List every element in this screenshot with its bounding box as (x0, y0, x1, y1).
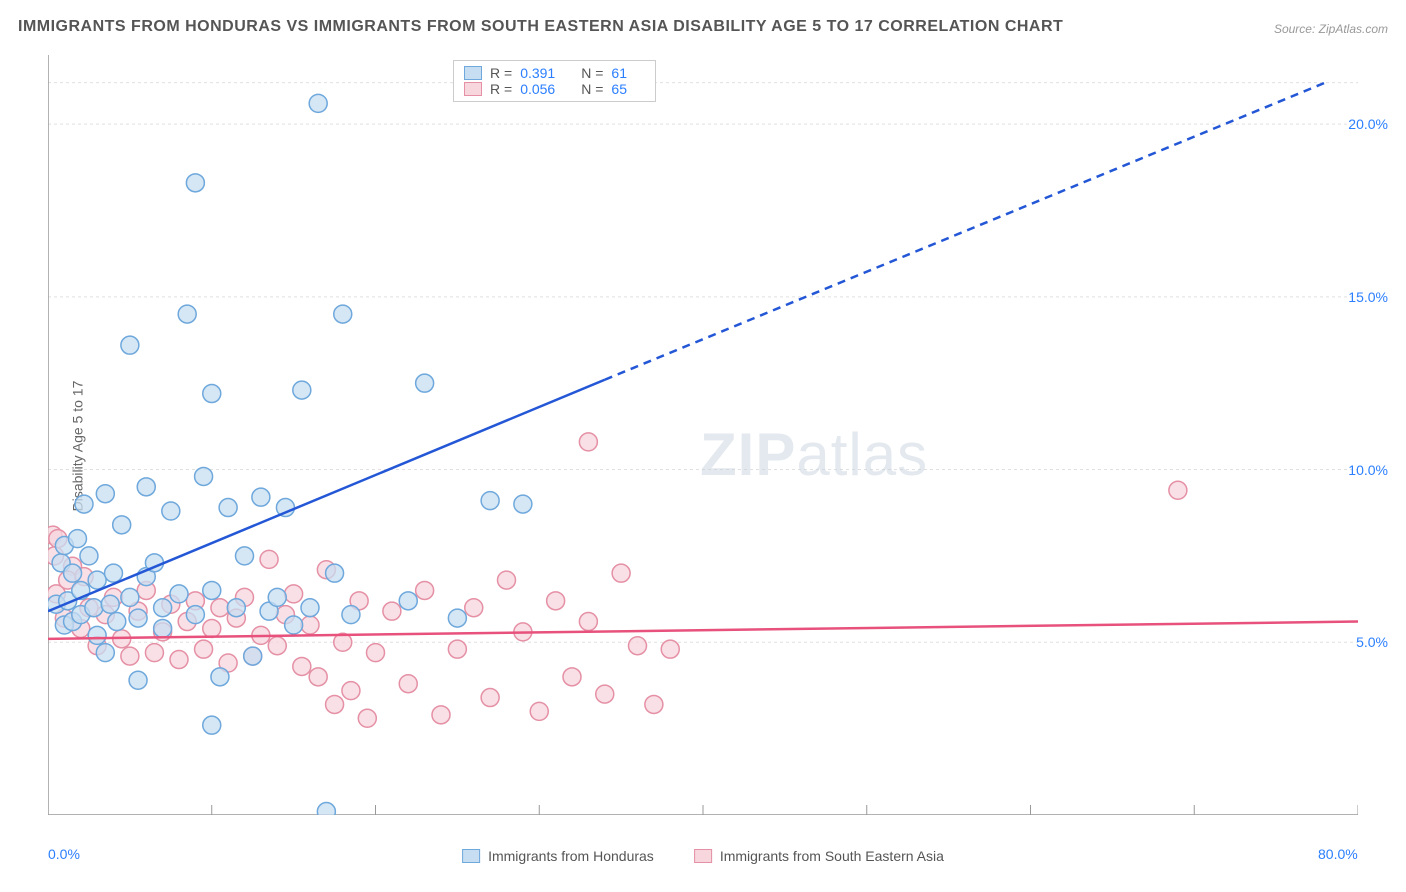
bottom-legend: Immigrants from Honduras Immigrants from … (462, 848, 944, 864)
source-attribution: Source: ZipAtlas.com (1274, 22, 1388, 36)
stat-row-series-1: R = 0.391 N = 61 (464, 65, 645, 81)
legend-item: Immigrants from South Eastern Asia (694, 848, 944, 864)
y-tick-label: 10.0% (1348, 462, 1388, 478)
chart-title: IMMIGRANTS FROM HONDURAS VS IMMIGRANTS F… (18, 18, 1063, 36)
legend-label: Immigrants from Honduras (488, 848, 654, 864)
x-tick-label: 80.0% (1318, 846, 1358, 862)
swatch-series-1 (464, 66, 482, 80)
y-tick-label: 15.0% (1348, 289, 1388, 305)
plot-svg (48, 55, 1358, 815)
x-tick-label: 0.0% (48, 846, 80, 862)
legend-label: Immigrants from South Eastern Asia (720, 848, 944, 864)
correlation-stats-box: R = 0.391 N = 61 R = 0.056 N = 65 (453, 60, 656, 102)
legend-swatch (694, 849, 712, 863)
swatch-series-2 (464, 82, 482, 96)
y-tick-label: 20.0% (1348, 116, 1388, 132)
legend-item: Immigrants from Honduras (462, 848, 654, 864)
y-tick-label: 5.0% (1356, 634, 1388, 650)
legend-swatch (462, 849, 480, 863)
scatter-plot-area (48, 55, 1358, 815)
stat-row-series-2: R = 0.056 N = 65 (464, 81, 645, 97)
